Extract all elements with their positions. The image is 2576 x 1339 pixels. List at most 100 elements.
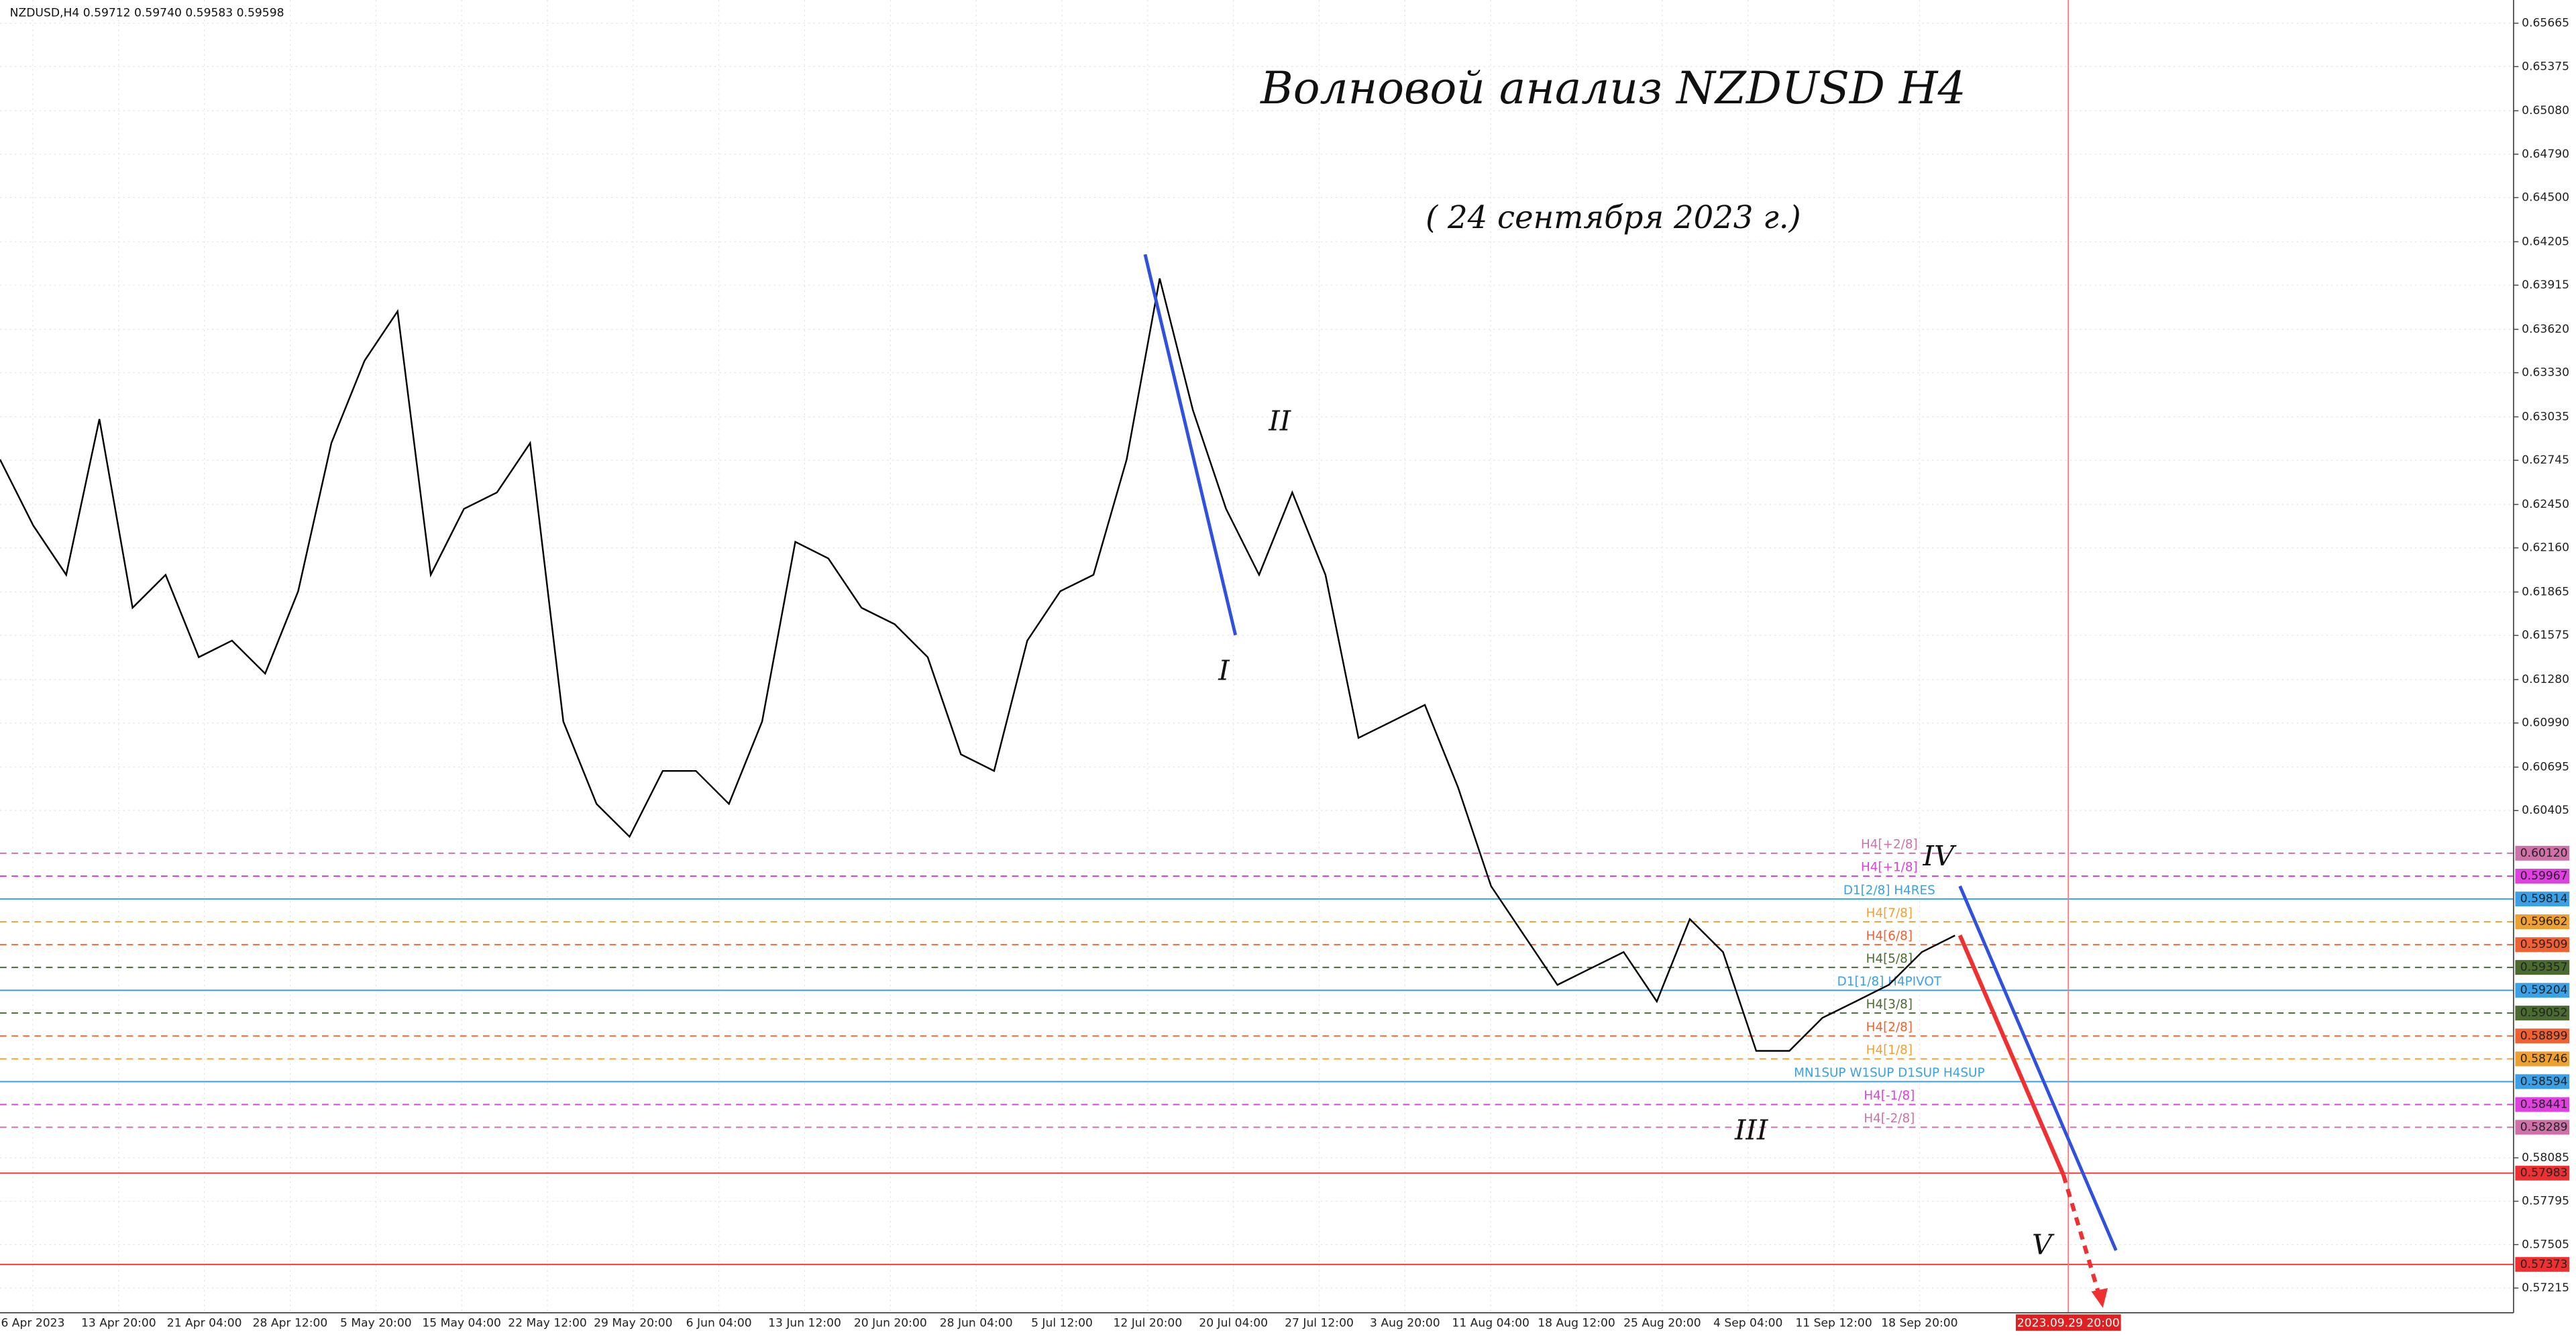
price-line — [0, 278, 1955, 1052]
level-price-box — [2515, 892, 2570, 907]
y-tick-label: 0.57215 — [2522, 1281, 2569, 1295]
level-name: H4[2/8] — [1866, 1020, 1913, 1034]
x-tick-label: 25 Aug 20:00 — [1623, 1317, 1701, 1330]
level-price-box — [2515, 1074, 2570, 1089]
level-price: 0.59204 — [2520, 983, 2568, 997]
level-price: 0.59052 — [2520, 1006, 2568, 1020]
level-name: H4[3/8] — [1866, 998, 1913, 1012]
level-price: 0.58441 — [2520, 1097, 2568, 1111]
x-tick-label: 5 Jul 12:00 — [1031, 1317, 1093, 1330]
x-tick-label: 6 Jun 04:00 — [686, 1317, 752, 1330]
levels: H4[+2/8] H4[+1/8] D1[2/8] H4RES H4[7/8] H4[6… — [0, 838, 2514, 1265]
wave-label: V — [2032, 1228, 2055, 1261]
x-tick-label: 20 Jul 04:00 — [1199, 1317, 1268, 1330]
subtitle: ( 24 сентября 2023 г.) — [1426, 199, 1801, 235]
forecast-arrow — [2061, 1174, 2102, 1297]
x-tick-label: 29 May 20:00 — [594, 1317, 673, 1330]
x-tick-label: 21 Apr 04:00 — [167, 1317, 242, 1330]
level-price: 0.58746 — [2520, 1052, 2568, 1065]
y-tick-label: 0.64205 — [2522, 235, 2569, 248]
wave-label: III — [1734, 1113, 1769, 1146]
y-tick-label: 0.63035 — [2522, 410, 2569, 423]
y-tick-label: 0.64500 — [2522, 191, 2569, 205]
y-tick-label: 0.60405 — [2522, 804, 2569, 817]
level-price: 0.59509 — [2520, 938, 2568, 951]
level-price-box — [2515, 1028, 2570, 1044]
y-tick-label: 0.64790 — [2522, 148, 2569, 161]
y-tick-label: 0.58085 — [2522, 1151, 2569, 1165]
x-tick-label: 28 Jun 04:00 — [940, 1317, 1013, 1330]
level-price-box — [2515, 1051, 2570, 1067]
level-name: H4[-2/8] — [1864, 1112, 1915, 1126]
cursor-time-box — [2015, 1314, 2121, 1331]
level-price: 0.59967 — [2520, 869, 2568, 883]
y-tick-label: 0.65375 — [2522, 60, 2569, 73]
x-tick-label: 3 Aug 20:00 — [1370, 1317, 1440, 1330]
y-tick-label: 0.62160 — [2522, 541, 2569, 555]
level-name: H4[-1/8] — [1864, 1089, 1915, 1103]
cursor-time: 2023.09.29 20:00 — [2017, 1317, 2120, 1330]
level-price: 0.58594 — [2520, 1075, 2568, 1088]
x-tick-label: 11 Sep 12:00 — [1795, 1317, 1872, 1330]
level-price: 0.59662 — [2520, 915, 2568, 928]
level-price-box — [2515, 1006, 2570, 1021]
x-tick-label: 13 Jun 12:00 — [768, 1317, 841, 1330]
x-tick-label: 28 Apr 12:00 — [253, 1317, 328, 1330]
title: Волновой анализ NZDUSD H4 — [1260, 62, 1966, 114]
y-tick-label: 0.63620 — [2522, 323, 2569, 336]
x-tick-label: 4 Sep 04:00 — [1713, 1317, 1782, 1330]
level-name: H4[+1/8] — [1861, 861, 1918, 875]
level-name: D1[1/8] H4PIVOT — [1837, 975, 1942, 989]
level-price-box — [2515, 1120, 2570, 1135]
level-price-box — [2515, 937, 2570, 953]
level-price-box — [2515, 845, 2570, 861]
level-price: 0.60120 — [2520, 847, 2568, 860]
level-name: H4[1/8] — [1866, 1043, 1913, 1057]
y-tick-label: 0.62745 — [2522, 453, 2569, 467]
x-tick-label: 11 Aug 04:00 — [1452, 1317, 1529, 1330]
x-tick-label: 27 Jul 12:00 — [1285, 1317, 1354, 1330]
level-name: H4[7/8] — [1866, 906, 1913, 920]
level-price: 0.58289 — [2520, 1120, 2568, 1134]
level-price-box — [2515, 983, 2570, 998]
price — [0, 278, 1955, 1052]
x-tick-label: 15 May 04:00 — [422, 1317, 501, 1330]
level-price: 0.57373 — [2520, 1258, 2568, 1271]
arrow-head — [2091, 1288, 2108, 1308]
level-price-box — [2515, 868, 2570, 883]
level-price: 0.58899 — [2520, 1029, 2568, 1042]
level-price-box — [2515, 1097, 2570, 1112]
forecast-arrow — [1957, 934, 2065, 1176]
grid — [0, 0, 2514, 1313]
axis: 0.65665 0.65375 0.65080 0.64790 0.64500 0.642… — [1, 17, 2570, 1330]
y-tick-label: 0.63915 — [2522, 278, 2569, 292]
x-tick-label: 5 May 20:00 — [340, 1317, 412, 1330]
y-tick-label: 0.63330 — [2522, 366, 2569, 380]
trend-line — [1958, 885, 2118, 1251]
y-tick-label: 0.61575 — [2522, 629, 2569, 642]
x-tick-label: 18 Aug 12:00 — [1538, 1317, 1615, 1330]
x-tick-label: 18 Sep 20:00 — [1881, 1317, 1957, 1330]
level-price-box — [2515, 1165, 2570, 1181]
level-price-box — [2515, 1256, 2570, 1272]
level-price-box — [2515, 960, 2570, 975]
y-tick-label: 0.65080 — [2522, 104, 2569, 117]
level-name: H4[6/8] — [1866, 929, 1913, 943]
level-name: D1[2/8] H4RES — [1843, 883, 1935, 898]
y-tick-label: 0.57505 — [2522, 1238, 2569, 1251]
wave-label: I — [1218, 653, 1230, 686]
x-tick-label: 12 Jul 20:00 — [1113, 1317, 1182, 1330]
level-name: H4[+2/8] — [1861, 838, 1918, 852]
level-price: 0.59814 — [2520, 892, 2568, 906]
y-tick-label: 0.65665 — [2522, 17, 2569, 30]
x-tick-label: 6 Apr 2023 — [1, 1317, 64, 1330]
trend-line — [1143, 254, 1238, 636]
y-tick-label: 0.61865 — [2522, 585, 2569, 598]
wave-label: II — [1268, 405, 1291, 437]
y-tick-label: 0.60695 — [2522, 761, 2569, 774]
x-tick-label: 22 May 12:00 — [508, 1317, 587, 1330]
x-tick-label: 13 Apr 20:00 — [81, 1317, 156, 1330]
x-tick-label: 20 Jun 20:00 — [854, 1317, 927, 1330]
